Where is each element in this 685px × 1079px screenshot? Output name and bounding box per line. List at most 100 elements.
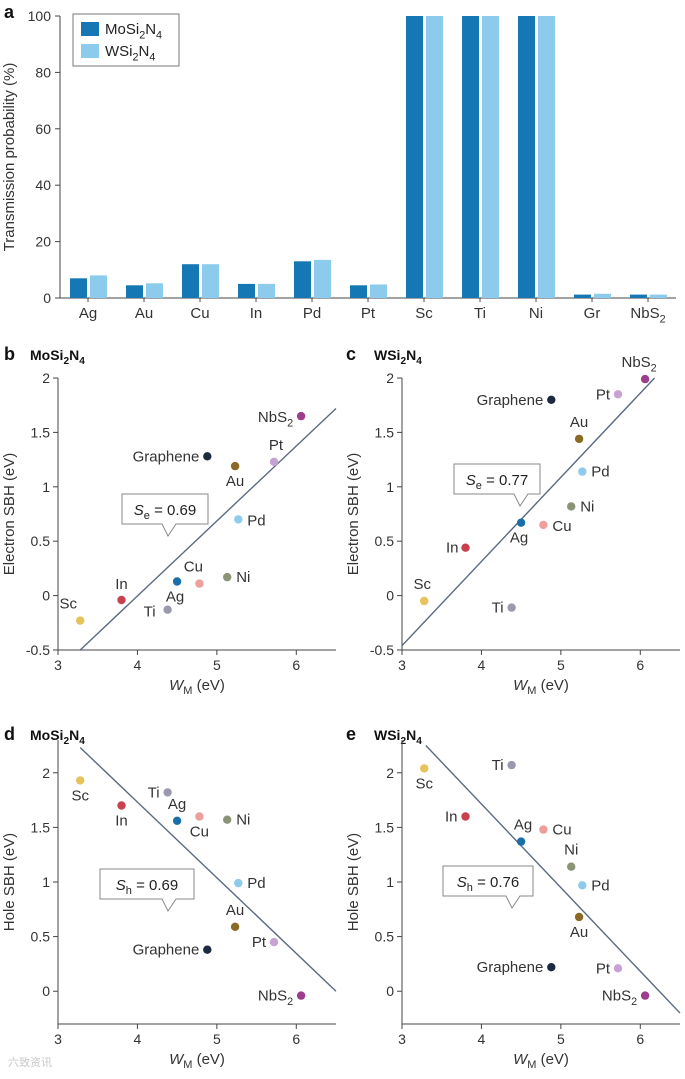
y-tick-label: -0.5 <box>26 642 50 658</box>
data-point-pd <box>234 878 243 888</box>
annotation-box <box>121 493 209 537</box>
point-label-au: Au <box>570 414 588 431</box>
y-tick-label: 1.5 <box>31 424 51 440</box>
y-axis-label: Electron SBH (eV) <box>1 453 18 576</box>
y-axis-label: Electron SBH (eV) <box>345 453 362 576</box>
point-label-graphene: Graphene <box>133 942 200 959</box>
bar <box>630 294 647 298</box>
y-tick-label: 0.5 <box>31 929 51 945</box>
bar <box>258 283 275 298</box>
point-label-pt: Pt <box>269 437 284 454</box>
legend-swatch <box>81 44 99 58</box>
bar <box>462 16 479 298</box>
data-point-nbs2 <box>640 374 650 384</box>
y-tick-label: 0 <box>386 983 394 999</box>
point-label-cu: Cu <box>190 824 209 841</box>
y-axis-label: Transmission probability (%) <box>1 63 18 252</box>
point-label-pd: Pd <box>591 877 609 894</box>
y-tick-label: 0.5 <box>31 533 51 549</box>
point-label-nbs2: NbS2 <box>258 409 293 430</box>
data-point-cu <box>539 520 548 530</box>
bar <box>482 16 499 298</box>
point-label-graphene: Graphene <box>133 448 200 465</box>
x-tick-label: Pt <box>361 305 376 322</box>
data-point-ni <box>223 572 232 582</box>
point-label-in: In <box>115 576 128 593</box>
bar <box>126 285 143 298</box>
fit-line <box>79 747 337 992</box>
y-tick-label: 1 <box>42 479 50 495</box>
annotation-text: Sh = 0.76 <box>457 874 519 894</box>
annotation-text: Se = 0.69 <box>134 502 196 522</box>
panel-b: b MoSi2N4 -0.5 0 0.5 1 1.5 2 3 4 5 6 Electron SBH (… <box>1 344 337 697</box>
data-point-pt <box>269 457 279 466</box>
data-point-ni <box>223 815 232 824</box>
y-tick-label: 1 <box>386 874 394 890</box>
bar <box>70 278 87 298</box>
data-point-sc <box>76 616 85 625</box>
x-tick-label: Pd <box>303 305 321 322</box>
data-point-ti <box>507 603 516 612</box>
point-label-ni: Ni <box>236 569 250 586</box>
data-point-graphene <box>203 452 212 461</box>
point-label-cu: Cu <box>552 822 571 839</box>
bar <box>146 283 163 298</box>
legend-swatch <box>81 22 99 36</box>
x-tick-label: Cu <box>190 305 209 322</box>
panel-letter-c: c <box>346 344 356 364</box>
panel-title: MoSi2N4 <box>30 347 85 367</box>
bar <box>238 283 255 298</box>
data-point-graphene <box>203 945 212 954</box>
x-tick-label: 3 <box>54 1031 62 1047</box>
panel-title: MoSi2N4 <box>30 727 85 747</box>
panel-letter-b: b <box>4 344 15 364</box>
y-axis-label: Hole SBH (eV) <box>345 833 362 931</box>
data-point-pt <box>613 964 623 973</box>
data-point-au <box>574 434 584 444</box>
bar <box>518 16 535 298</box>
bar <box>594 293 611 298</box>
bar <box>406 16 423 298</box>
data-point-pt <box>613 390 623 399</box>
x-tick-label: 5 <box>557 657 565 673</box>
y-tick-label: 0.5 <box>375 533 395 549</box>
annotation-box <box>99 868 195 912</box>
point-label-au: Au <box>226 902 244 919</box>
point-label-pt: Pt <box>596 386 611 403</box>
y-tick-label: 40 <box>35 177 51 193</box>
y-tick-label: 60 <box>35 121 51 137</box>
data-point-ag <box>172 816 182 825</box>
panel-title: WSi2N4 <box>374 347 422 367</box>
x-tick-label: 3 <box>398 657 406 673</box>
x-axis-label: WM (eV) <box>513 677 569 697</box>
data-point-ti <box>507 760 516 770</box>
data-point-graphene <box>547 395 556 404</box>
data-point-pd <box>234 515 243 524</box>
y-tick-label: 80 <box>35 64 51 80</box>
fit-line <box>402 377 656 647</box>
y-tick-label: 1 <box>42 874 50 890</box>
point-label-cu: Cu <box>184 559 203 576</box>
data-point-nbs2 <box>296 991 306 1000</box>
x-tick-label: Au <box>135 305 153 322</box>
point-label-ag: Ag <box>510 530 528 547</box>
x-tick-label: 4 <box>478 1031 486 1047</box>
slope-annotation: Sh = 0.69 <box>99 868 195 912</box>
data-point-au <box>574 912 584 922</box>
panel-letter-e: e <box>346 724 356 744</box>
data-point-pd <box>578 881 587 890</box>
point-label-in: In <box>445 809 458 826</box>
data-point-ni <box>567 502 576 511</box>
x-tick-label: 4 <box>134 1031 142 1047</box>
point-label-ti: Ti <box>492 600 504 617</box>
bar <box>294 261 311 298</box>
data-point-au <box>230 461 240 471</box>
point-label-in: In <box>446 540 459 557</box>
x-tick-label: Ti <box>474 305 486 322</box>
x-tick-label: 6 <box>636 1031 644 1047</box>
data-point-in <box>461 543 470 552</box>
data-point-ag <box>516 837 526 846</box>
x-tick-label: 5 <box>213 1031 221 1047</box>
